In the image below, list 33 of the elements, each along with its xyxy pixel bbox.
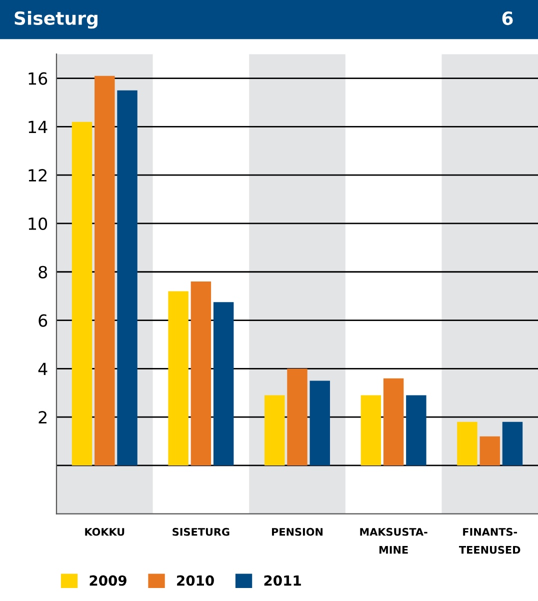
bar xyxy=(360,395,382,466)
y-tick-label: 12 xyxy=(28,169,46,182)
bar xyxy=(383,378,404,466)
y-tick-label: 8 xyxy=(38,266,48,278)
x-tick-label: SISETURG xyxy=(172,528,230,536)
bar xyxy=(117,90,138,466)
bar xyxy=(502,422,523,466)
bar xyxy=(480,436,500,466)
bar xyxy=(72,122,92,466)
bar xyxy=(457,422,478,466)
legend-label: 2011 xyxy=(264,575,301,586)
x-tick-label: FINANTS- TEENUSED xyxy=(459,528,520,554)
y-tick-label: 10 xyxy=(28,217,48,230)
y-tick-label: 14 xyxy=(28,120,48,134)
bar xyxy=(168,291,188,466)
text: 6 xyxy=(502,11,513,26)
y-tick-label: 2 xyxy=(38,411,46,424)
legend-label: 2010 xyxy=(177,575,214,586)
legend-label: 2009 xyxy=(90,575,126,586)
chart-title: Siseturg xyxy=(14,11,98,29)
bar xyxy=(310,380,330,466)
bar xyxy=(190,282,212,466)
x-tick-label: KOKKU xyxy=(85,528,124,536)
x-tick-label: MAKSUSTA- MINE xyxy=(360,528,428,554)
y-tick-label: 6 xyxy=(38,314,48,327)
bar xyxy=(406,395,426,466)
bar xyxy=(287,368,308,466)
bar xyxy=(94,76,115,466)
y-tick-label: 16 xyxy=(28,72,48,85)
bar xyxy=(213,302,234,466)
x-tick-label: PENSION xyxy=(272,528,322,536)
bar xyxy=(264,395,285,466)
y-tick-label: 4 xyxy=(38,362,48,375)
